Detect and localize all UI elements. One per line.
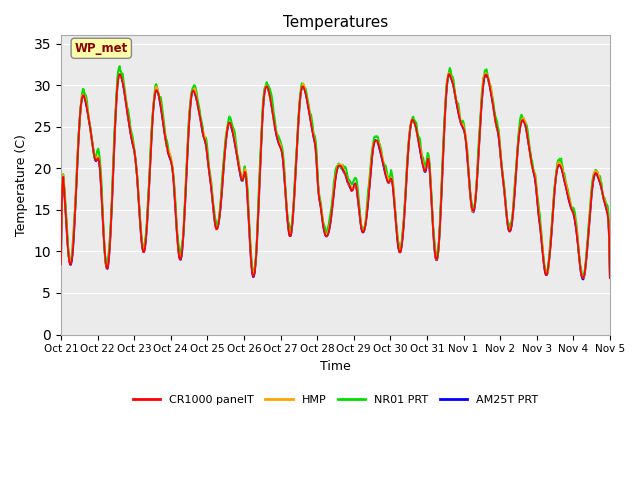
- Legend: CR1000 panelT, HMP, NR01 PRT, AM25T PRT: CR1000 panelT, HMP, NR01 PRT, AM25T PRT: [128, 391, 543, 410]
- X-axis label: Time: Time: [320, 360, 351, 373]
- Y-axis label: Temperature (C): Temperature (C): [15, 134, 28, 236]
- Text: WP_met: WP_met: [75, 42, 128, 55]
- Title: Temperatures: Temperatures: [283, 15, 388, 30]
